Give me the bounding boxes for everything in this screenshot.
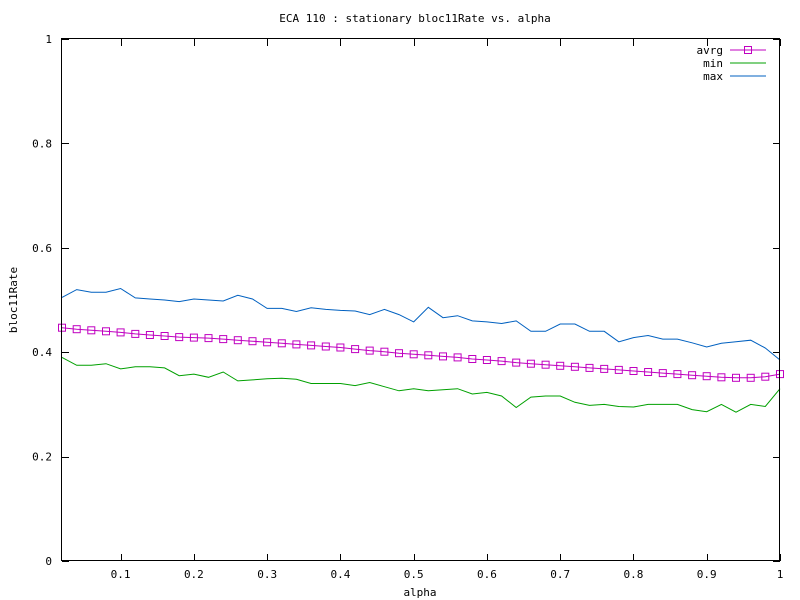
y-tick-label: 0 [45, 555, 52, 568]
data-point-avrg [292, 340, 301, 349]
y-tick-label: 0.2 [32, 451, 52, 464]
x-axis-label: alpha [403, 586, 436, 599]
data-point-avrg [644, 368, 653, 376]
data-point-avrg [175, 333, 184, 342]
series-min [61, 356, 781, 413]
y-tick-label: 0.4 [32, 346, 52, 359]
data-point-avrg [395, 349, 403, 358]
x-tick-label: 0.1 [111, 568, 131, 581]
x-tick-label: 0.7 [550, 568, 570, 581]
legend-marker-avrg [744, 46, 752, 54]
data-point-avrg [600, 364, 609, 373]
data-point-avrg [102, 327, 110, 336]
x-tick-label: 0.6 [477, 568, 497, 581]
series-avrg [58, 323, 784, 382]
data-point-avrg [263, 338, 272, 347]
data-point-avrg [351, 345, 360, 354]
y-axis-label: bloc11Rate [7, 267, 20, 333]
data-point-avrg [688, 371, 697, 380]
legend-label-max: max [703, 70, 723, 83]
data-point-avrg [761, 372, 770, 381]
data-point-avrg [160, 332, 169, 340]
x-tick-label: 0.3 [257, 568, 277, 581]
axis-ticks: 0.1 0.2 0.3 0.4 0.5 0.6 0.7 0.8 0.9 1 0 0.2 0.4 0.6 0.… [32, 33, 783, 581]
series-line-avrg [61, 327, 781, 379]
data-point-avrg [497, 357, 506, 366]
data-point-avrg [116, 328, 125, 337]
data-point-avrg [717, 373, 726, 382]
data-point-avrg [233, 336, 242, 345]
data-point-avrg [629, 367, 638, 375]
data-point-avrg [482, 356, 491, 364]
data-point-avrg [321, 342, 330, 351]
data-point-avrg [219, 335, 228, 344]
data-point-avrg [336, 343, 345, 352]
data-point-avrg [556, 361, 565, 370]
data-point-avrg [409, 350, 418, 359]
data-point-avrg [307, 341, 316, 350]
x-tick-label: 1 [777, 568, 784, 581]
series-max [61, 287, 781, 361]
data-point-avrg [189, 333, 198, 342]
data-point-avrg [658, 369, 667, 378]
data-point-avrg [131, 329, 140, 338]
plot-frame [61, 38, 780, 561]
y-tick-label: 1 [45, 33, 52, 46]
data-point-avrg [614, 365, 623, 374]
series-line-max [61, 287, 781, 361]
data-point-avrg [72, 325, 81, 334]
data-point-avrg [204, 334, 213, 343]
series-layer [58, 287, 784, 413]
x-tick-label: 0.5 [404, 568, 424, 581]
x-tick-label: 0.9 [697, 568, 717, 581]
data-point-avrg [277, 339, 286, 348]
legend-label-min: min [703, 57, 723, 70]
data-point-avrg [702, 372, 711, 381]
data-point-avrg [248, 337, 257, 346]
data-point-avrg [380, 347, 389, 356]
legend-label-avrg: avrg [697, 44, 724, 57]
data-point-avrg [526, 359, 535, 368]
y-tick-label: 0.6 [32, 242, 52, 255]
data-point-avrg [145, 331, 154, 339]
data-point-avrg [424, 351, 433, 360]
data-point-avrg [439, 352, 447, 361]
data-point-avrg [541, 360, 550, 369]
data-point-avrg [585, 363, 594, 372]
data-point-avrg [673, 370, 682, 379]
data-point-avrg [732, 373, 740, 382]
x-tick-label: 0.2 [184, 568, 204, 581]
x-tick-label: 0.8 [624, 568, 644, 581]
chart-title: ECA 110 : stationary bloc11Rate vs. alph… [279, 12, 551, 25]
data-point-avrg [87, 326, 96, 335]
data-point-avrg [365, 346, 374, 355]
x-tick-label: 0.4 [330, 568, 350, 581]
data-point-avrg [453, 353, 462, 362]
data-point-avrg [570, 362, 579, 371]
data-point-avrg [746, 373, 755, 382]
data-point-avrg [512, 358, 521, 367]
y-tick-label: 0.8 [32, 137, 52, 150]
data-point-avrg [468, 355, 477, 363]
series-line-min [61, 356, 781, 413]
